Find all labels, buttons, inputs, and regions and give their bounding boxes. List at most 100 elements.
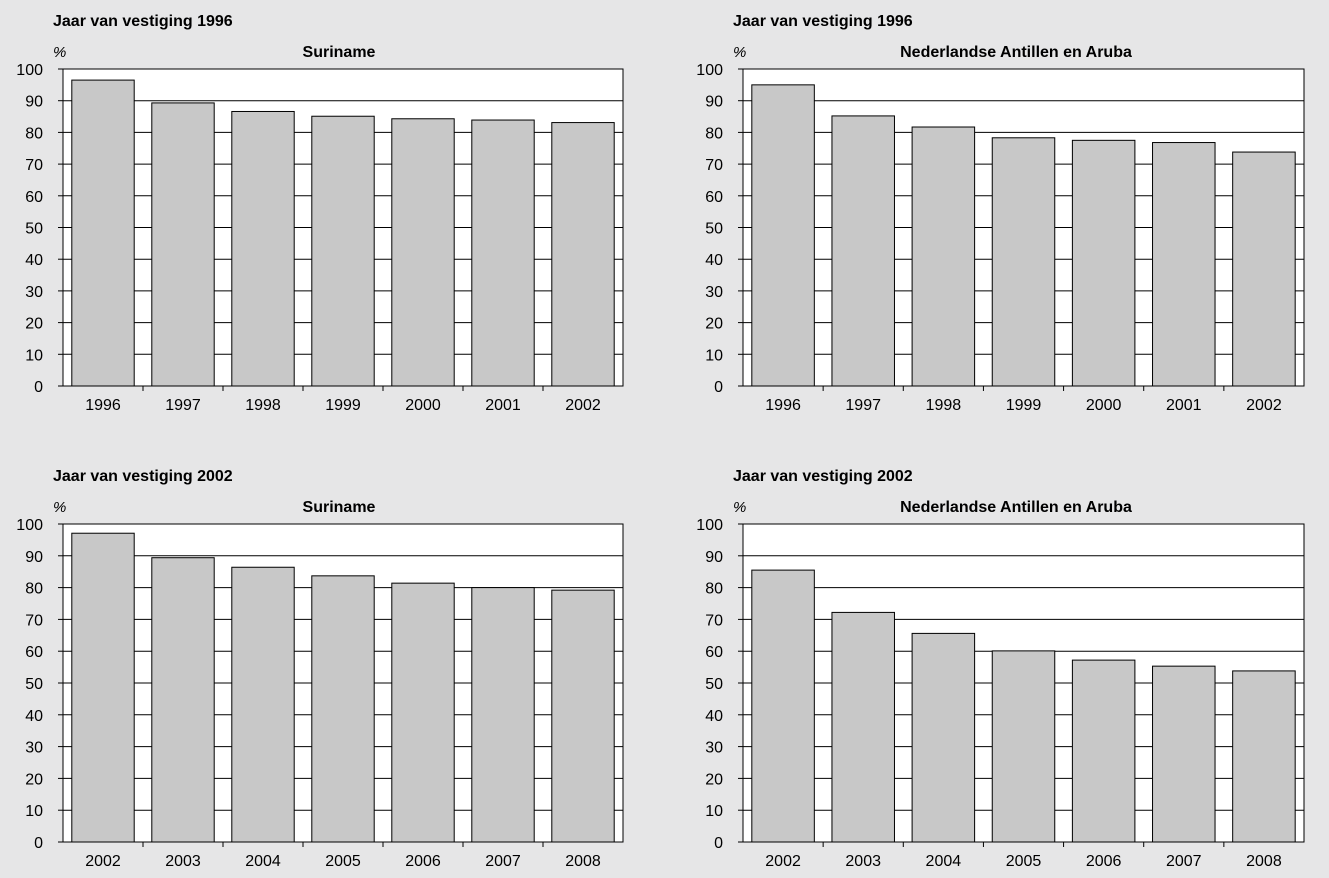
y-tick-label: 80 (25, 125, 43, 142)
y-tick-label: 40 (25, 252, 43, 269)
x-tick-label: 2004 (926, 853, 962, 870)
y-tick-label: 0 (714, 835, 723, 852)
x-tick-label: 1996 (765, 397, 801, 414)
y-tick-label: 80 (705, 125, 723, 142)
y-tick-label: 30 (25, 740, 43, 757)
x-tick-label: 2004 (245, 853, 281, 870)
bar (311, 115, 375, 387)
chart-heading: Jaar van vestiging 2002 (733, 468, 913, 485)
x-tick-label: 2003 (165, 853, 201, 870)
bar (911, 126, 976, 387)
plot-frame (742, 68, 1305, 387)
y-axis-unit-label: % (53, 44, 66, 61)
bar (751, 569, 815, 843)
y-tick-label: 30 (705, 284, 723, 301)
chart-title: Nederlandse Antillen en Aruba (900, 499, 1132, 516)
y-tick-label: 100 (16, 517, 43, 534)
y-tick-label: 50 (25, 676, 43, 693)
y-tick-label: 70 (25, 157, 43, 174)
y-tick-label: 10 (705, 803, 723, 820)
x-tick-label: 1998 (245, 397, 281, 414)
bar (991, 137, 1056, 387)
x-tick-label: 2002 (765, 853, 801, 870)
y-tick-label: 40 (25, 708, 43, 725)
bar (751, 84, 815, 387)
plot-frame (62, 68, 624, 387)
y-tick-label: 10 (25, 347, 43, 364)
x-tick-label: 2006 (405, 853, 441, 870)
bar (71, 79, 135, 387)
bar (471, 587, 535, 843)
y-tick-label: 90 (25, 94, 43, 111)
x-tick-label: 1997 (845, 397, 881, 414)
x-tick-label: 2008 (1246, 853, 1282, 870)
y-tick-label: 50 (705, 676, 723, 693)
x-tick-label: 2001 (485, 397, 521, 414)
bar (551, 122, 615, 387)
y-tick-label: 20 (25, 316, 43, 333)
y-tick-label: 10 (705, 347, 723, 364)
chart-heading: Jaar van vestiging 1996 (733, 13, 913, 30)
y-tick-label: 50 (705, 221, 723, 238)
y-tick-label: 50 (25, 221, 43, 238)
bar (1071, 139, 1136, 387)
y-tick-label: 60 (705, 644, 723, 661)
bar (1232, 670, 1296, 843)
bar (151, 557, 215, 843)
bar (1152, 142, 1216, 387)
y-tick-label: 60 (705, 189, 723, 206)
x-tick-label: 2008 (565, 853, 601, 870)
x-tick-label: 2007 (1166, 853, 1202, 870)
plot-frame (742, 523, 1305, 843)
bar (311, 575, 375, 843)
y-tick-label: 20 (705, 316, 723, 333)
chart-panel-4: Jaar van vestiging 2002% Nederlandse Anti… (696, 468, 1305, 870)
bar (231, 110, 295, 387)
y-tick-label: 80 (25, 581, 43, 598)
x-tick-label: 2005 (1006, 853, 1042, 870)
bar (391, 118, 455, 387)
y-tick-label: 70 (25, 612, 43, 629)
y-tick-label: 90 (705, 549, 723, 566)
x-tick-label: 2007 (485, 853, 521, 870)
y-tick-label: 70 (705, 612, 723, 629)
x-tick-label: 2006 (1086, 853, 1122, 870)
bar (231, 566, 295, 843)
y-axis-unit-label: % (733, 44, 746, 61)
x-tick-label: 2002 (85, 853, 121, 870)
y-tick-label: 0 (34, 379, 43, 396)
bar (991, 650, 1056, 843)
y-tick-label: 0 (34, 835, 43, 852)
x-tick-label: 1999 (325, 397, 361, 414)
x-tick-label: 2000 (405, 397, 441, 414)
chart-panel-3: Jaar van vestiging 2002% Suriname 0 10 20 30 4… (16, 468, 624, 870)
bar (831, 611, 895, 843)
x-tick-label: 2002 (565, 397, 601, 414)
chart-panel-1: Jaar van vestiging 1996% Suriname 0 10 20 30 4… (16, 13, 624, 414)
y-tick-label: 90 (705, 94, 723, 111)
x-tick-label: 2002 (1246, 397, 1282, 414)
y-tick-label: 100 (696, 517, 723, 534)
y-tick-label: 30 (25, 284, 43, 301)
x-tick-label: 1998 (926, 397, 962, 414)
bar (1152, 665, 1216, 843)
x-tick-label: 1999 (1006, 397, 1042, 414)
x-tick-label: 2001 (1166, 397, 1202, 414)
x-tick-label: 2005 (325, 853, 361, 870)
y-tick-label: 60 (25, 189, 43, 206)
bar (551, 589, 615, 843)
y-tick-label: 30 (705, 740, 723, 757)
y-tick-label: 70 (705, 157, 723, 174)
bar (391, 582, 455, 843)
y-tick-label: 40 (705, 252, 723, 269)
chart-heading: Jaar van vestiging 1996 (53, 13, 233, 30)
y-tick-label: 80 (705, 581, 723, 598)
chart-title: Nederlandse Antillen en Aruba (900, 44, 1132, 61)
y-axis-unit-label: % (733, 499, 746, 516)
plot-frame (62, 523, 624, 843)
bar (1071, 659, 1136, 843)
chart-panel-2: Jaar van vestiging 1996% Nederlandse Anti… (696, 13, 1305, 414)
y-tick-label: 100 (696, 62, 723, 79)
